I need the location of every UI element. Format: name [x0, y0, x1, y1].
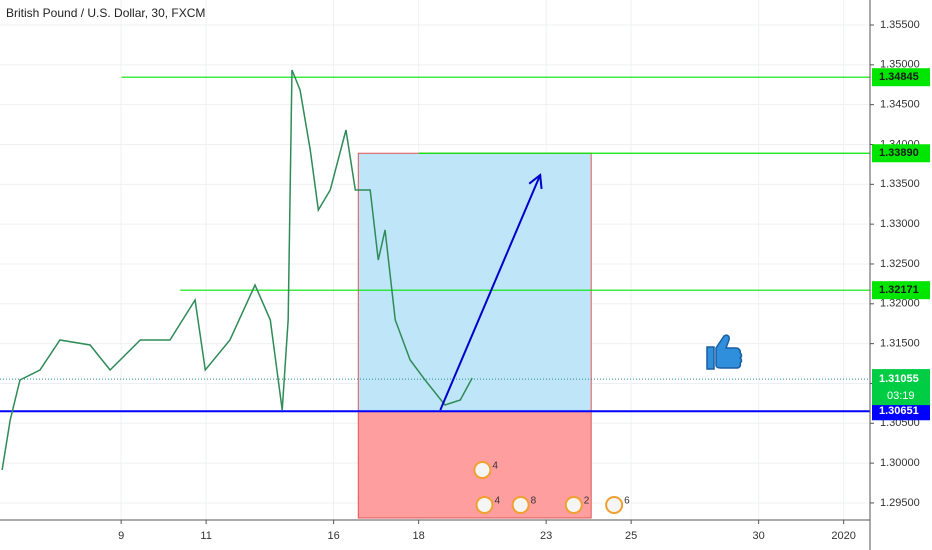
x-tick-label: 2020 — [831, 530, 855, 542]
event-count: 2 — [584, 496, 590, 507]
x-tick-label: 16 — [328, 530, 340, 542]
x-tick-label: 11 — [200, 530, 211, 542]
thumbs-up-icon — [706, 334, 743, 370]
y-tick-label: 1.34500 — [880, 99, 920, 111]
level-label: 1.33890 — [879, 147, 919, 159]
arrow-line — [439, 174, 542, 411]
event-icon — [564, 496, 583, 514]
loss-zone — [357, 410, 592, 519]
level-label-box — [872, 68, 930, 87]
x-tick-label: 9 — [118, 530, 124, 542]
event-icon — [511, 496, 530, 514]
event-icon — [605, 496, 624, 514]
y-tick-label: 1.33500 — [880, 178, 920, 190]
y-tick-label: 1.35500 — [880, 19, 920, 31]
x-tick-label: 18 — [413, 530, 425, 542]
thumbs-up-shape — [706, 334, 743, 370]
level-label: 1.30651 — [879, 405, 919, 417]
current-price-box — [872, 369, 930, 406]
level-label-box — [872, 281, 930, 300]
price-line — [1, 69, 473, 471]
y-tick-label: 1.32000 — [880, 298, 920, 310]
profit-zone — [357, 152, 592, 412]
event-count: 4 — [492, 461, 498, 472]
plot: 4 4 8 2 6 — [0, 69, 870, 519]
event-icon — [473, 461, 492, 479]
event-count: 6 — [624, 496, 630, 507]
price-axis — [870, 0, 932, 550]
event-count: 4 — [495, 496, 501, 507]
level-label: 1.32171 — [879, 284, 919, 296]
current-price-label: 1.31055 — [879, 373, 919, 385]
chart-title: British Pound / U.S. Dollar, 30, FXCM — [6, 6, 205, 20]
y-tick-label: 1.32500 — [880, 258, 920, 270]
y-tick-label: 1.30000 — [880, 457, 920, 469]
y-tick-label: 1.33000 — [880, 218, 920, 230]
countdown-label: 03:19 — [887, 390, 915, 402]
level-label-box — [872, 144, 930, 163]
grid — [0, 0, 870, 520]
level-label-box — [872, 402, 930, 421]
event-icon — [475, 496, 494, 514]
y-tick-label: 1.29500 — [880, 497, 920, 509]
x-tick-label: 30 — [753, 530, 765, 542]
event-count: 8 — [531, 496, 537, 507]
level-label: 1.34845 — [879, 71, 919, 83]
x-tick-label: 23 — [540, 530, 552, 542]
arrow-head — [528, 173, 543, 190]
x-tick-label: 25 — [625, 530, 637, 542]
y-tick-label: 1.35000 — [880, 59, 920, 71]
y-tick-label: 1.31500 — [880, 338, 920, 350]
axes: 1.295001.300001.305001.310001.315001.320… — [118, 19, 930, 542]
